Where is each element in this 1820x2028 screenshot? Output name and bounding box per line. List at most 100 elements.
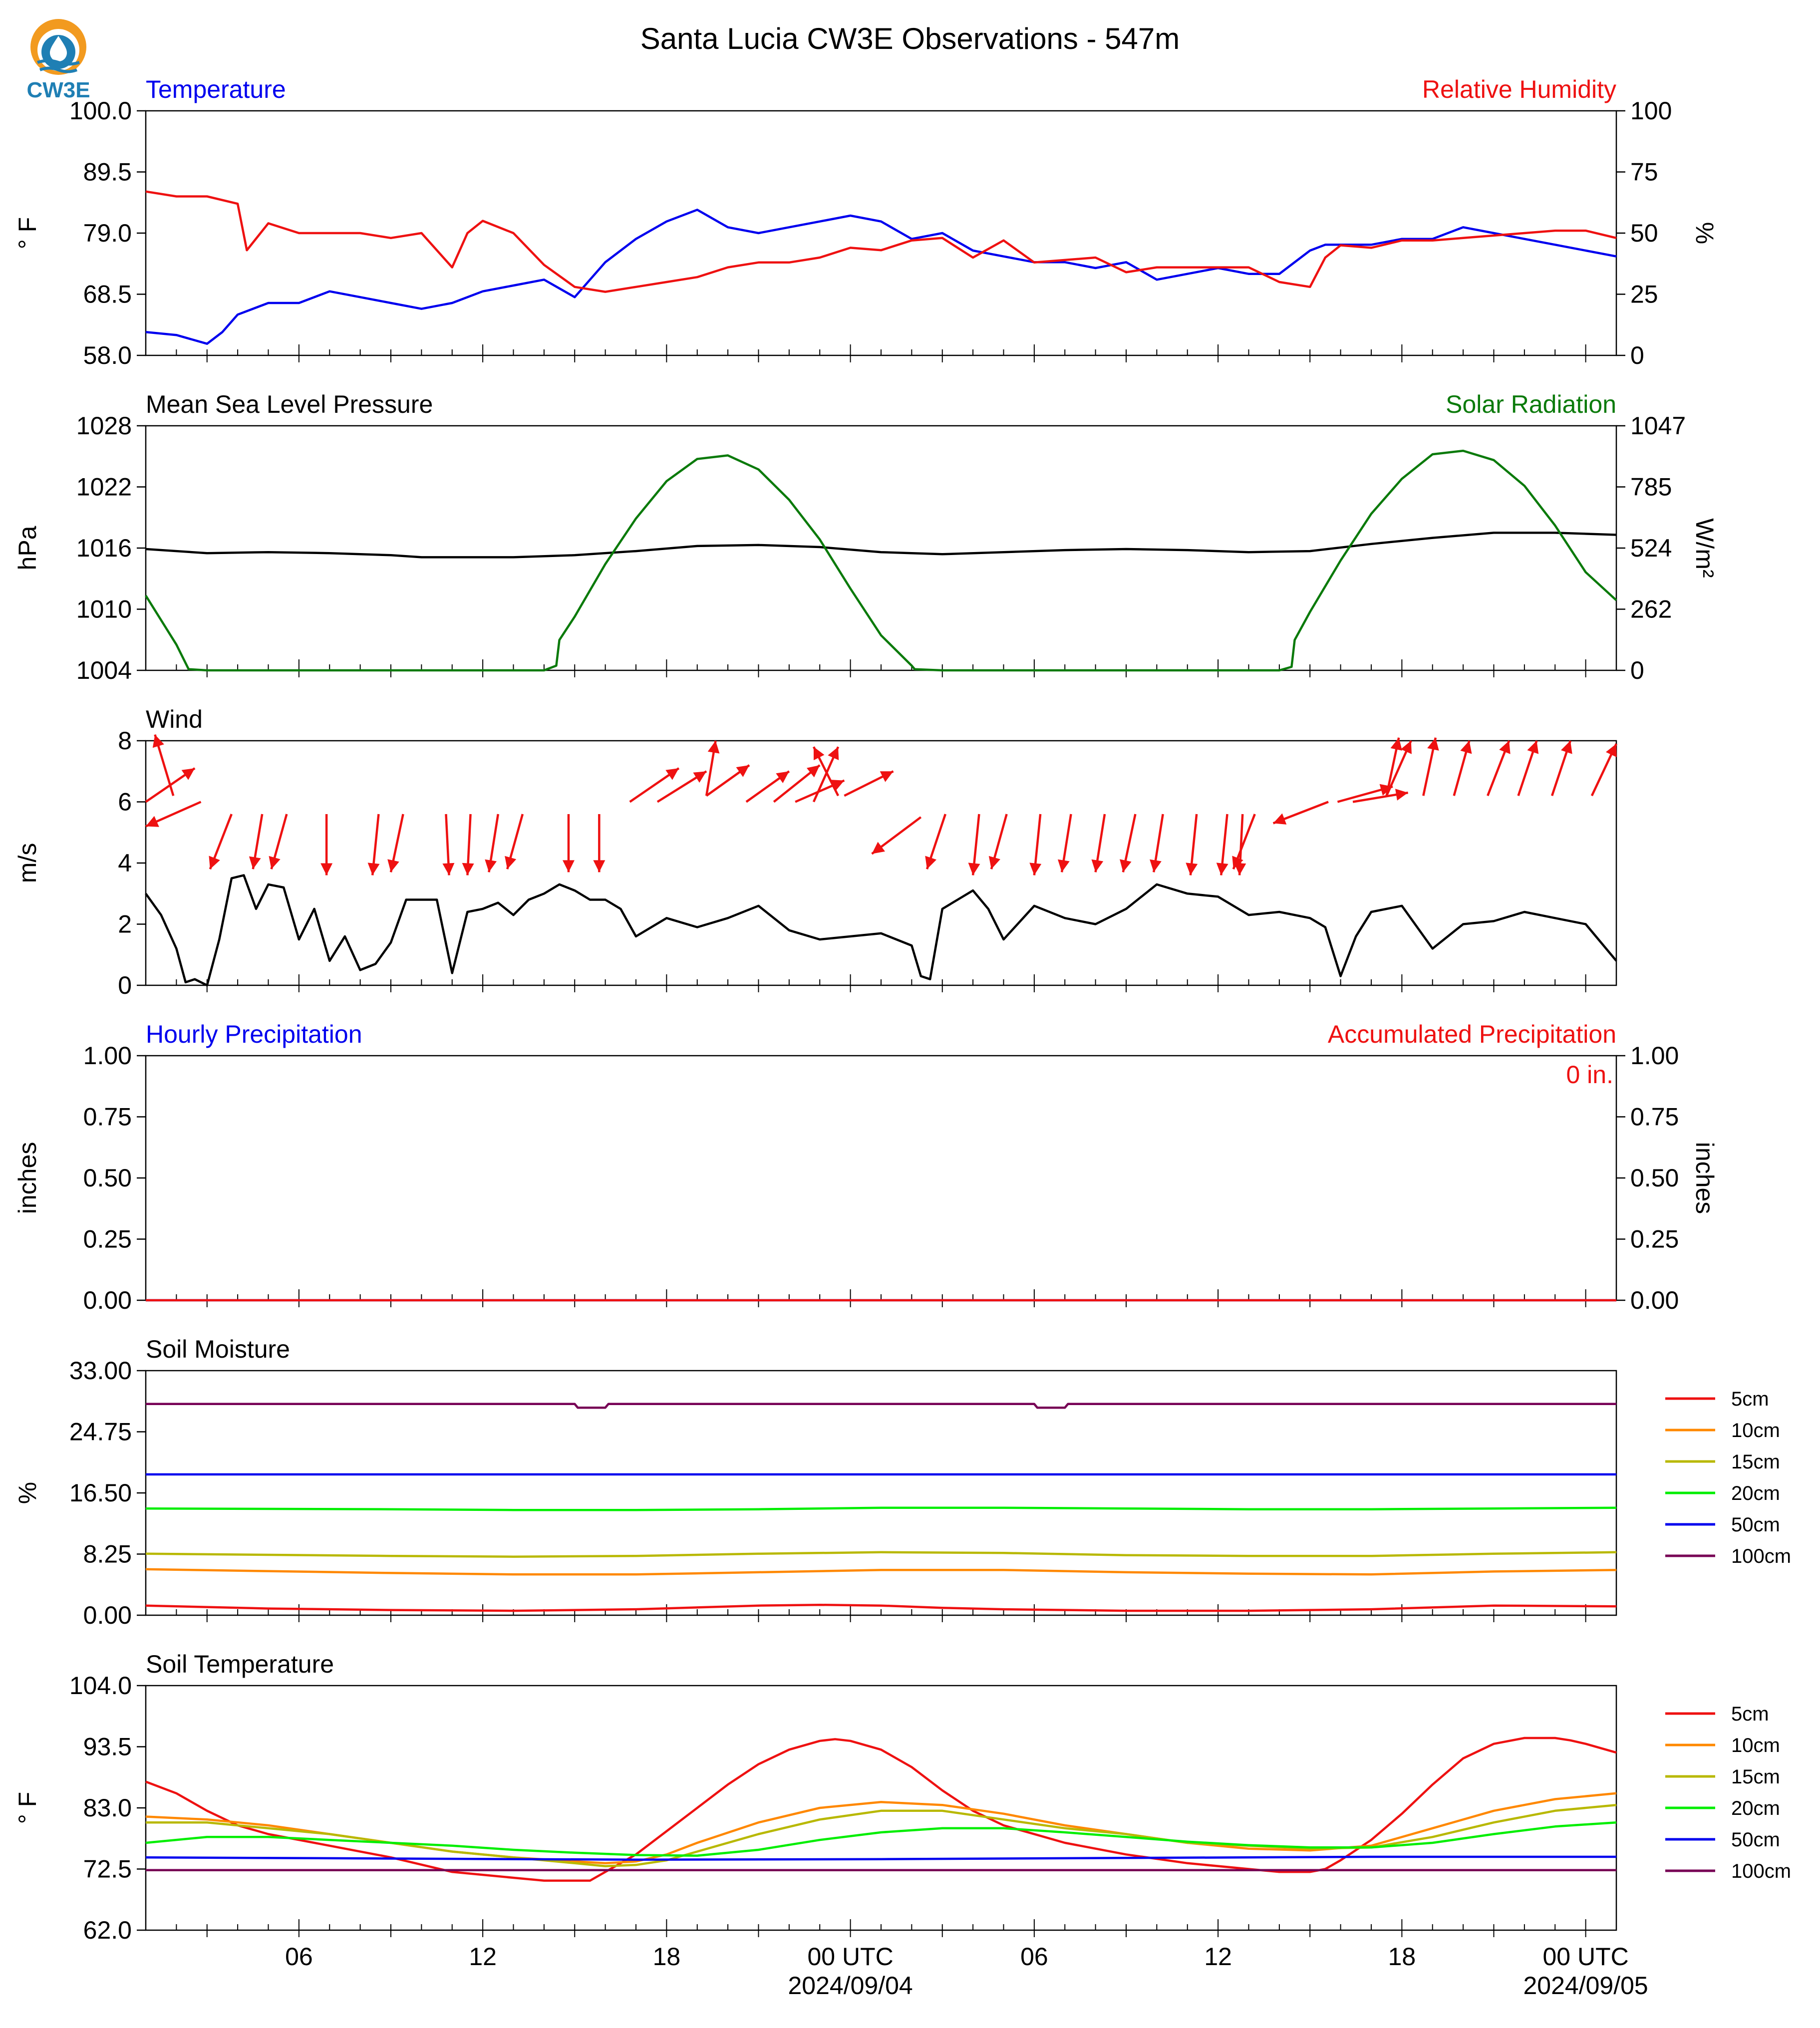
y-tick-label-left: 0	[118, 971, 132, 999]
y-axis-label-right: W/m²	[1691, 518, 1719, 578]
y-axis-label-right: %	[1691, 222, 1719, 244]
wind-arrow-head	[1091, 859, 1104, 872]
y-tick-label-left: 72.5	[83, 1855, 132, 1883]
wind-arrow-head	[925, 856, 937, 869]
series-10cm	[145, 1568, 1617, 1576]
y-tick-label-left: 8	[118, 727, 132, 755]
x-tick-label: 18	[653, 1943, 681, 1971]
wind-arrow-head	[988, 856, 1000, 869]
y-axis-label-left: hPa	[13, 526, 41, 570]
x-tick-label: 12	[1204, 1943, 1232, 1971]
legend-label: 50cm	[1731, 1514, 1780, 1536]
wind-arrow-head	[442, 863, 455, 875]
y-tick-label-left: 1028	[76, 412, 132, 440]
series-5cm	[145, 1737, 1617, 1882]
wind-arrow-head	[1427, 737, 1439, 751]
panel-title-right: Solar Radiation	[1446, 390, 1616, 418]
legend-label: 15cm	[1731, 1451, 1780, 1473]
legend-label: 5cm	[1731, 1388, 1769, 1410]
wind-arrow-head	[813, 747, 825, 761]
y-tick-label-left: 0.75	[83, 1103, 132, 1131]
wind-arrow-head	[462, 863, 474, 875]
wind-arrow-head	[249, 856, 261, 869]
wind-arrow-head	[1560, 741, 1572, 754]
x-tick-label: 18	[1388, 1943, 1416, 1971]
wind-arrow-head	[1058, 859, 1070, 872]
y-tick-label-left: 8.25	[83, 1540, 132, 1568]
panel-title-left: Wind	[146, 705, 203, 733]
series-100cm	[146, 1403, 1616, 1409]
y-tick-label-left: 4	[118, 849, 132, 877]
y-tick-label-right: 50	[1630, 219, 1658, 247]
panel-6: Soil Temperature 104.0 93.5 83.0 72.5 62.0 ° F…	[13, 1650, 1791, 1944]
y-tick-label-right: 25	[1630, 281, 1658, 308]
series-relative-humidity	[145, 190, 1617, 293]
legend-label: 15cm	[1731, 1766, 1780, 1788]
legend-label: 100cm	[1731, 1545, 1791, 1567]
panel-title-right: Accumulated Precipitation	[1328, 1020, 1616, 1048]
x-date-label: 2024/09/05	[1523, 1972, 1648, 2000]
panel-2: Mean Sea Level Pressure Solar Radiation 10…	[13, 390, 1719, 684]
wind-arrow-head	[872, 842, 885, 854]
panel-title-left: Hourly Precipitation	[146, 1020, 362, 1048]
y-tick-label-left: 33.00	[69, 1357, 132, 1385]
wind-arrow-head	[320, 863, 333, 875]
panel-4: Hourly Precipitation Accumulated Precipit…	[13, 1020, 1719, 1314]
wind-arrow-head	[269, 856, 281, 869]
y-tick-label-left: 6	[118, 788, 132, 816]
wind-arrow-head	[807, 765, 820, 778]
y-tick-label-left: 89.5	[83, 158, 132, 186]
wind-arrow-head	[1232, 856, 1243, 869]
series-50cm	[145, 1855, 1616, 1861]
y-axis-label-left: ° F	[13, 217, 41, 249]
y-tick-label-left: 1010	[76, 595, 132, 623]
y-tick-label-right: 0	[1630, 341, 1644, 369]
y-tick-label-left: 104.0	[69, 1672, 132, 1700]
wind-arrow-head	[1216, 863, 1228, 875]
wind-arrow-head	[1499, 741, 1511, 754]
wind-arrow-head	[828, 747, 839, 761]
y-tick-label-left: 62.0	[83, 1916, 132, 1944]
y-tick-label-right: 262	[1630, 595, 1672, 623]
y-tick-label-right: 100	[1630, 97, 1672, 125]
x-date-label: 2024/09/04	[788, 1972, 913, 2000]
series-15cm	[145, 1551, 1617, 1558]
wind-arrow-head	[1186, 863, 1198, 875]
wind-arrow-head	[665, 768, 679, 780]
y-tick-label-left: 24.75	[69, 1418, 132, 1446]
chart-title: Santa Lucia CW3E Observations - 547m	[640, 22, 1180, 55]
wind-arrow-head	[1527, 741, 1539, 754]
y-tick-label-left: 58.0	[83, 341, 132, 369]
wind-arrow-head	[1234, 863, 1246, 875]
legend-label: 50cm	[1731, 1829, 1780, 1851]
y-tick-label-left: 93.5	[83, 1733, 132, 1761]
series-temperature	[145, 209, 1617, 345]
series-solar-radiation	[145, 449, 1617, 672]
panel-title-left: Mean Sea Level Pressure	[146, 390, 433, 418]
panel-title-left: Soil Moisture	[146, 1335, 290, 1363]
y-tick-label-left: 0.50	[83, 1164, 132, 1192]
legend-label: 20cm	[1731, 1482, 1780, 1504]
y-axis-label-left: %	[13, 1482, 41, 1504]
y-axis-label-right: inches	[1691, 1142, 1719, 1214]
legend-label: 5cm	[1731, 1703, 1769, 1725]
y-tick-label-right: 524	[1630, 534, 1672, 562]
wind-arrow-head	[707, 741, 720, 754]
y-tick-label-left: 68.5	[83, 281, 132, 308]
y-tick-label-right: 785	[1630, 473, 1672, 501]
series-20cm	[145, 1506, 1617, 1511]
wind-arrow-head	[880, 771, 894, 782]
wind-arrow-head	[387, 859, 399, 872]
legend-label: 10cm	[1731, 1420, 1780, 1442]
wind-arrow-head	[1150, 859, 1162, 872]
y-tick-label-right: 75	[1630, 158, 1658, 186]
series-5cm	[145, 1603, 1617, 1612]
wind-arrow-head	[1273, 813, 1287, 825]
panel-5: Soil Moisture 33.00 24.75 16.50 8.25 0.00% 5cm…	[13, 1335, 1791, 1629]
wind-arrow-head	[181, 768, 195, 780]
y-tick-label-left: 0.25	[83, 1225, 132, 1253]
wind-arrow-head	[485, 859, 497, 872]
y-tick-label-right: 0	[1630, 656, 1644, 684]
wind-arrow-head	[736, 765, 750, 777]
y-axis-label-left: inches	[13, 1142, 41, 1214]
